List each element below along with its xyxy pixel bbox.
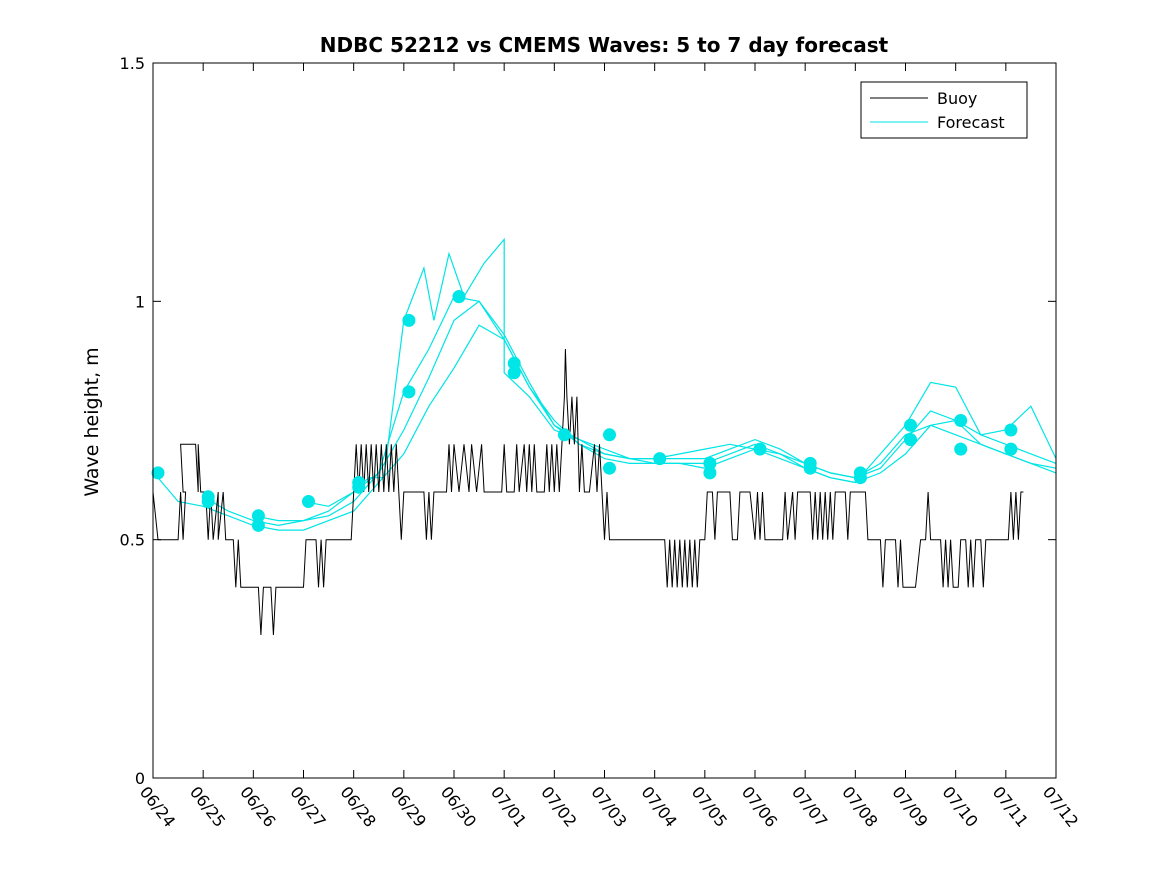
forecast-marker xyxy=(954,414,968,427)
forecast-marker xyxy=(803,461,817,475)
forecast-marker xyxy=(201,495,215,508)
forecast-marker xyxy=(753,442,767,456)
legend-buoy-label: Buoy xyxy=(937,89,977,108)
buoy-line xyxy=(152,348,1024,636)
legend-forecast-label: Forecast xyxy=(937,113,1005,132)
forecast-marker xyxy=(603,461,616,475)
forecast-marker xyxy=(1004,442,1018,456)
forecast-marker xyxy=(251,509,265,523)
chart-title: NDBC 52212 vs CMEMS Waves: 5 to 7 day fo… xyxy=(320,33,889,57)
forecast-marker xyxy=(507,366,521,380)
forecast-marker xyxy=(703,456,717,470)
forecast-marker xyxy=(352,480,366,494)
y-tick-label: 0 xyxy=(135,769,145,788)
forecast-marker xyxy=(954,442,968,456)
axes-box xyxy=(152,62,1057,779)
forecast-marker xyxy=(402,385,416,399)
forecast-marker xyxy=(251,518,265,532)
y-tick-label: 0.5 xyxy=(120,531,145,550)
legend: Buoy Forecast xyxy=(860,81,1028,139)
forecast-marker xyxy=(302,495,315,508)
forecast-marker xyxy=(603,428,616,442)
forecast-marker xyxy=(703,466,717,480)
forecast-marker xyxy=(402,313,416,327)
forecast-marker xyxy=(904,433,917,447)
forecast-marker xyxy=(653,452,667,466)
legend-box xyxy=(860,81,1028,139)
forecast-marker xyxy=(151,466,165,480)
forecast-marker xyxy=(904,418,917,432)
y-tick-label: 1.5 xyxy=(120,54,145,73)
y-tick-label: 1 xyxy=(135,292,145,311)
forecast-line xyxy=(303,237,1057,507)
forecast-marker xyxy=(853,471,867,485)
forecast-marker xyxy=(1004,423,1018,437)
forecast-marker xyxy=(452,290,466,304)
y-axis-label: Wave height, m xyxy=(81,347,103,496)
forecast-marker xyxy=(557,428,571,442)
forecast-marker xyxy=(507,356,521,370)
